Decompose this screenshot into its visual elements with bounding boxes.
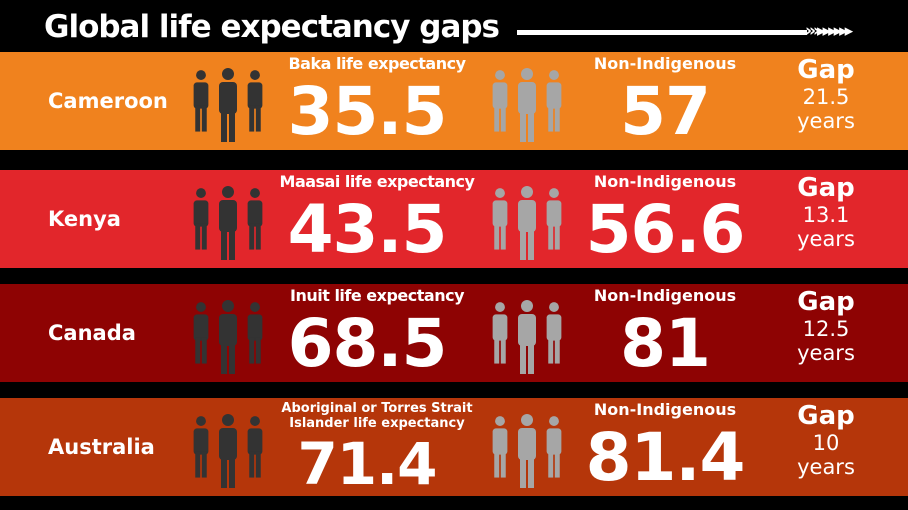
non-indigenous-label: Non-Indigenous — [593, 54, 737, 73]
gap-label: Gap — [797, 173, 855, 203]
non-indigenous-label: Non-Indigenous — [593, 172, 737, 191]
non-indigenous-value: 81 — [620, 305, 711, 382]
gap-label: Gap — [797, 55, 855, 85]
indigenous-value: 35.5 — [287, 73, 448, 150]
gap-unit: years — [797, 341, 855, 365]
non-indigenous-value: 57 — [620, 73, 711, 150]
gap-unit: years — [797, 455, 855, 479]
indigenous-value: 68.5 — [287, 305, 448, 382]
non-indigenous-people-icon — [486, 178, 568, 264]
indigenous-label: Inuit life expectancy — [290, 286, 465, 305]
indigenous-value: 71.4 — [297, 430, 437, 498]
country-label: Canada — [48, 321, 136, 345]
non-indigenous-label: Non-Indigenous — [593, 286, 737, 305]
title-rule — [517, 30, 807, 35]
indigenous-label: Aboriginal or Torres Strait Islander lif… — [281, 401, 473, 431]
non-indigenous-value: 81.4 — [585, 419, 746, 496]
non-indigenous-people-icon — [486, 292, 568, 378]
non-indigenous-people-icon — [486, 406, 568, 492]
gap-value: 13.1 — [802, 203, 850, 227]
indigenous-label: Maasai life expectancy — [279, 172, 475, 191]
row-cameroon: Cameroon Baka life expectancy 35.5 Non-I… — [0, 52, 908, 150]
indigenous-people-icon — [187, 292, 269, 378]
gap-value: 12.5 — [802, 317, 850, 341]
non-indigenous-label: Non-Indigenous — [593, 400, 737, 419]
gap-unit: years — [797, 109, 855, 133]
row-canada: Canada Inuit life expectancy 68.5 Non-In… — [0, 284, 908, 382]
gap-box: Gap 12.5 years — [780, 287, 872, 365]
indigenous-people-icon — [187, 178, 269, 264]
gap-label: Gap — [797, 401, 855, 431]
row-kenya: Kenya Maasai life expectancy 43.5 Non-In… — [0, 170, 908, 268]
row-australia: Australia Aboriginal or Torres Strait Is… — [0, 398, 908, 496]
gap-label: Gap — [797, 287, 855, 317]
indigenous-label: Baka life expectancy — [288, 54, 466, 73]
arrows-icon: ›››▸▸▸▸▸▸ — [805, 21, 853, 41]
indigenous-people-icon — [187, 60, 269, 146]
indigenous-people-icon — [187, 406, 269, 492]
non-indigenous-value: 56.6 — [585, 191, 746, 268]
gap-unit: years — [797, 227, 855, 251]
gap-box: Gap 21.5 years — [780, 55, 872, 133]
indigenous-value: 43.5 — [287, 191, 448, 268]
country-label: Kenya — [48, 207, 121, 231]
country-label: Australia — [48, 435, 155, 459]
country-label: Cameroon — [48, 89, 168, 113]
gap-box: Gap 13.1 years — [780, 173, 872, 251]
gap-value: 21.5 — [802, 85, 850, 109]
page-title: Global life expectancy gaps — [44, 9, 500, 45]
non-indigenous-people-icon — [486, 60, 568, 146]
gap-value: 10 — [812, 431, 840, 455]
gap-box: Gap 10 years — [780, 401, 872, 479]
